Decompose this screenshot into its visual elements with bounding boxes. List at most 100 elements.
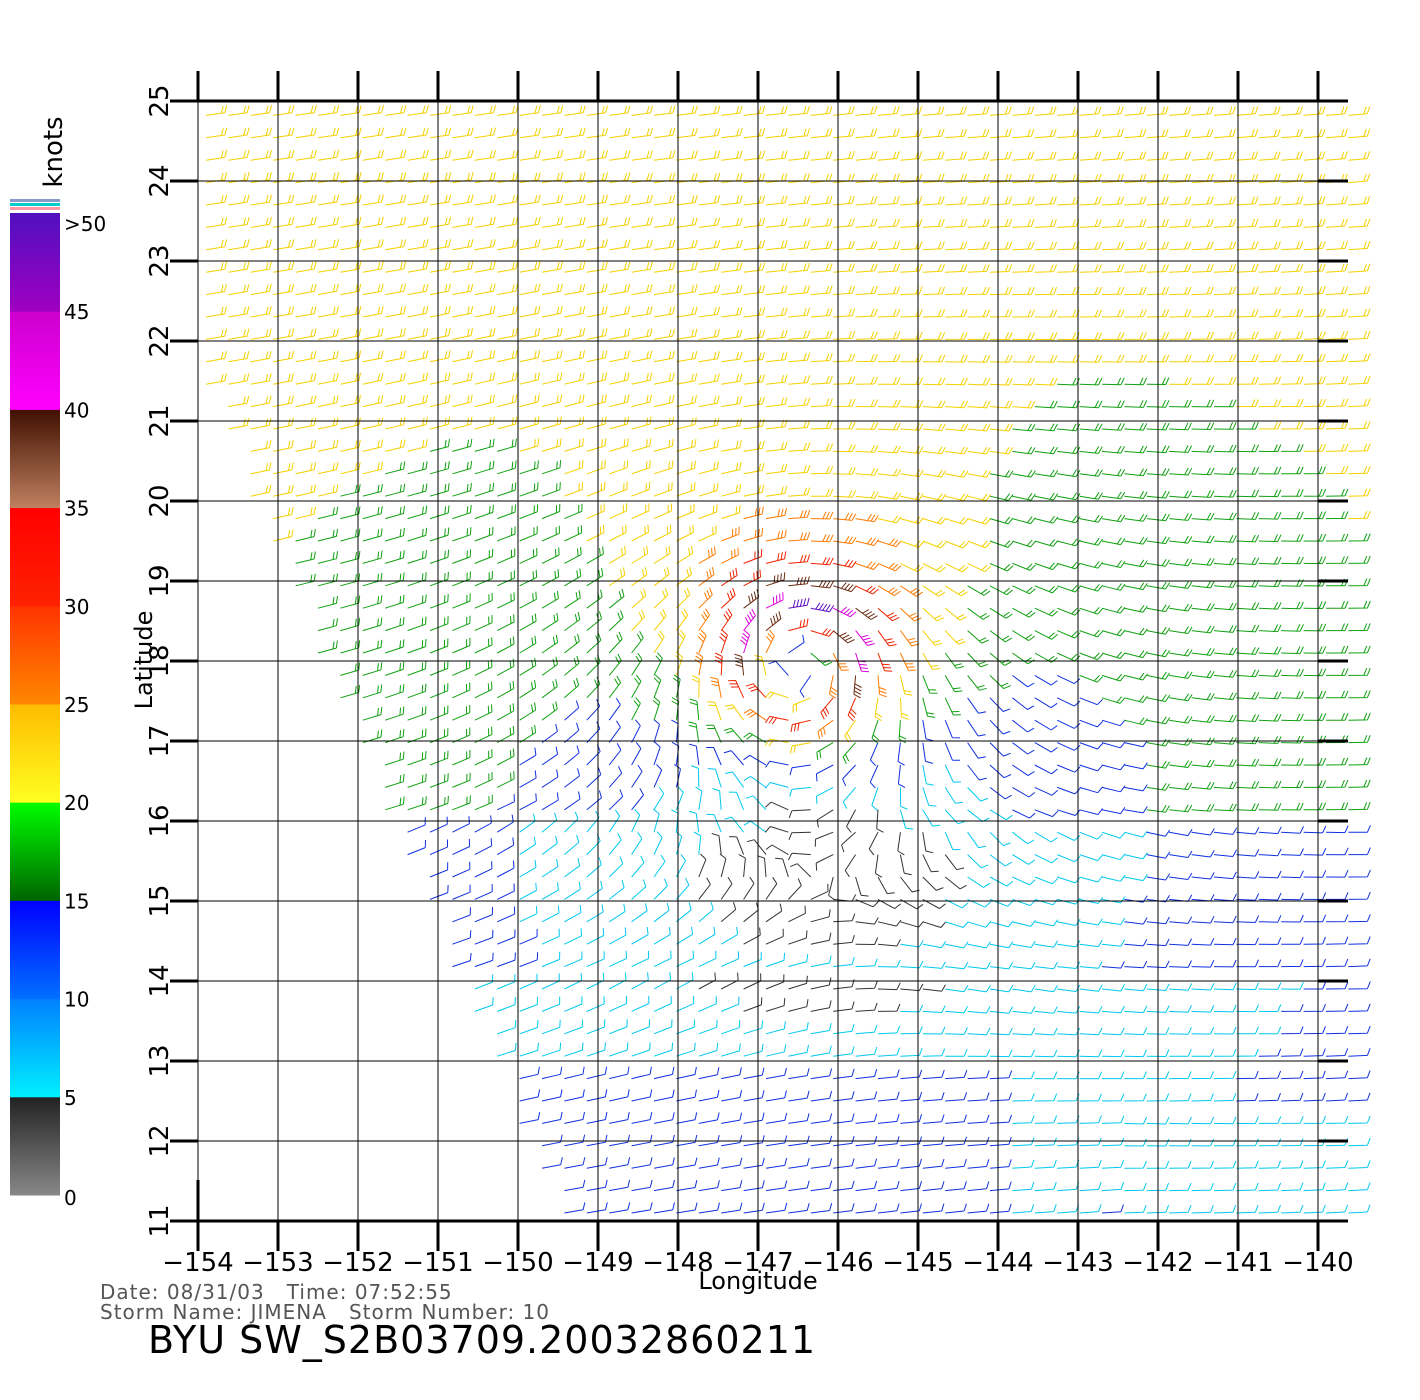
wind-barb [842,742,856,765]
wind-barb [1012,264,1035,273]
wind-barb [1325,914,1349,923]
wind-barb [676,373,698,385]
wind-barb [1281,780,1304,789]
wind-barb [541,835,558,856]
wind-barb [877,959,901,968]
wind-barb [1213,534,1237,543]
wind-barb [1079,151,1102,161]
wind-barb [273,350,295,363]
wind-barb [1101,106,1124,116]
wind-barb [877,218,900,228]
wind-barb [1303,106,1326,116]
wind-barb [877,585,901,597]
wind-barb [1191,894,1215,902]
wind-barb [609,105,631,116]
wind-barb [429,728,449,744]
wind-barb [564,305,586,318]
wind-barb [1281,623,1304,632]
wind-barb [1146,1160,1170,1169]
wind-barb [205,306,227,318]
wind-barb [1124,514,1148,522]
wind-barb [564,1042,584,1057]
wind-barb [1325,511,1349,520]
wind-barb [721,284,743,296]
wind-barb [1079,697,1103,706]
wind-barb [1236,780,1260,789]
wind-barb [1101,961,1125,969]
wind-barb [1079,984,1103,992]
wind-barb [967,218,990,228]
wind-barb [1012,675,1035,688]
wind-barb [1213,421,1237,430]
wind-barb [833,1023,855,1035]
wind-barb [1146,829,1171,837]
wind-barb [1012,1204,1035,1214]
wind-barb [1281,444,1304,452]
wind-barb [900,196,923,206]
wind-barb [855,561,880,570]
wind-barb [1348,1137,1371,1147]
wind-barb [922,1158,945,1169]
wind-barb [317,283,339,296]
wind-barb [900,1069,923,1080]
wind-barb [989,831,1011,847]
wind-barb [1191,1182,1214,1192]
wind-barb [1169,264,1192,273]
wind-barb [586,546,604,564]
wind-barb [1079,1137,1102,1147]
wind-barb [564,239,586,251]
wind-barb [1057,469,1081,478]
wind-barb [474,929,494,945]
wind-barb [989,377,1013,386]
y-axis-label: Latitude [130,611,158,710]
wind-barb [1101,917,1126,925]
wind-barb [1281,848,1304,856]
wind-barb [429,505,450,520]
wind-barb [385,194,407,206]
wind-barb [1057,151,1080,161]
wind-barb [496,680,515,699]
wind-barb [653,741,661,766]
wind-barb [385,751,405,766]
colorbar-label: 5 [64,1086,77,1110]
wind-barb [945,241,968,251]
wind-barb [1124,286,1147,296]
y-tick-label: 25 [145,84,175,117]
wind-barb [631,194,653,206]
wind-barb [474,394,495,408]
wind-barb [922,764,934,786]
wind-barb [1281,376,1304,385]
wind-barb [385,483,406,497]
wind-barb [1056,652,1081,662]
wind-barb [541,438,562,452]
wind-barb [743,1090,765,1102]
wind-barb [250,373,272,385]
wind-barb [1213,602,1237,611]
wind-barb [1348,645,1371,654]
wind-barb [295,417,317,430]
y-tick-label: 17 [145,724,175,757]
wind-barb [653,1179,675,1192]
wind-barb [810,263,833,273]
wind-barb [721,440,742,452]
wind-barb [429,149,452,161]
wind-barb [1079,400,1103,409]
wind-barb [564,904,582,923]
wind-barb [1101,128,1124,139]
wind-barb [452,460,473,475]
wind-barb [1034,1049,1058,1058]
wind-barb [564,394,585,408]
wind-barb [698,546,716,564]
wind-barb [1169,218,1192,228]
wind-barb [922,264,945,273]
wind-barb [497,394,518,408]
wind-barb [720,608,733,631]
wind-barb [810,105,833,116]
wind-barb [1102,1071,1125,1080]
wind-barb [1079,897,1104,904]
wind-barb [608,832,622,855]
wind-barb [519,859,537,878]
wind-barb [765,1090,787,1102]
wind-barb [586,880,603,900]
wind-barb [855,196,878,206]
